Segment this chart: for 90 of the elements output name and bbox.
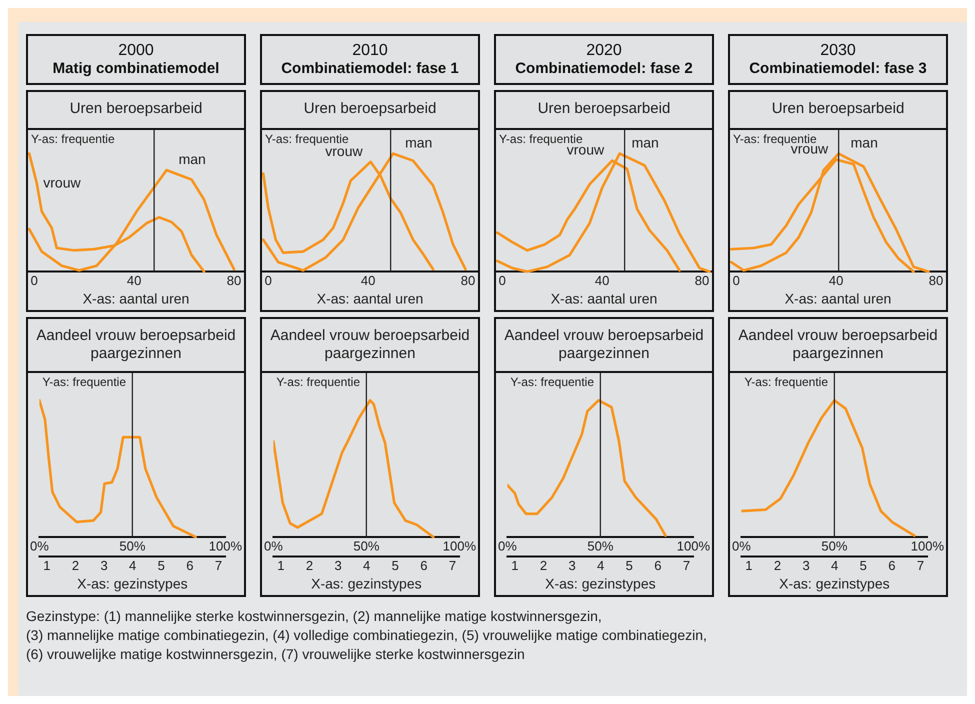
chart-title: Uren beroepsarbeid bbox=[496, 92, 712, 130]
x-tick-label: 0 bbox=[732, 272, 740, 288]
text: (3) mannelijke matige combinatiegezin, (4) volledige combinatiegezin, (5) vrouwelijke matige combinatiegezin, bbox=[26, 626, 708, 645]
x2-tick-label: 5 bbox=[392, 558, 399, 573]
x-axis-title: X-as: aantal uren bbox=[82, 290, 190, 306]
x2-tick-label: 7 bbox=[214, 558, 222, 573]
x-tick-label: 100% bbox=[208, 538, 242, 554]
text: Y-as: frequentie bbox=[733, 132, 817, 146]
x2-axis-title: X-as: gezinstypes bbox=[779, 575, 890, 592]
x-axis-title: X-as: aantal uren bbox=[316, 290, 424, 306]
chart-title: Aandeel vrouw beroepsarbeid paargezinnen bbox=[28, 319, 244, 373]
x2-tick-label: 1 bbox=[511, 558, 518, 573]
series-label: man bbox=[178, 151, 206, 168]
x-tick-label: 100% bbox=[910, 538, 944, 554]
x-tick-label: 50% bbox=[587, 538, 614, 554]
x-tick-label: 0% bbox=[30, 538, 50, 554]
x-tick-label: 0% bbox=[498, 538, 518, 554]
x2-tick-label: 3 bbox=[568, 558, 576, 573]
x-tick-label: 80 bbox=[928, 272, 944, 288]
text: Y-as: frequentie bbox=[510, 375, 594, 389]
x2-tick-label: 7 bbox=[916, 558, 924, 573]
x-tick-label: 100% bbox=[676, 538, 710, 554]
x2-tick-label: 7 bbox=[448, 558, 456, 573]
x-tick-label: 40 bbox=[360, 272, 376, 288]
x-tick-label: 0 bbox=[30, 272, 38, 288]
x-tick-label: 50% bbox=[821, 538, 848, 554]
x-tick-label: 80 bbox=[694, 272, 710, 288]
text: Matig combinatiemodel bbox=[52, 60, 220, 77]
text: Combinatiemodel: fase 2 bbox=[514, 60, 694, 77]
x2-tick-label: 1 bbox=[745, 558, 752, 573]
chart-title: Uren beroepsarbeid bbox=[730, 92, 946, 130]
x2-tick-label: 7 bbox=[682, 558, 690, 573]
text: 2020 bbox=[585, 42, 623, 60]
chart-title: Uren beroepsarbeid bbox=[262, 92, 478, 130]
x-tick-label: 0% bbox=[732, 538, 752, 554]
x-tick-label: 40 bbox=[126, 272, 142, 288]
series-label: man bbox=[632, 134, 659, 151]
x-tick-label: 80 bbox=[226, 272, 242, 288]
chart-title: Aandeel vrouw beroepsarbeid paargezinnen bbox=[730, 319, 946, 373]
x2-axis-title: X-as: gezinstypes bbox=[77, 575, 188, 592]
text: (6) vrouwelijke matige kostwinnersgezin, (7) vrouwelijke sterke kostwinnersgezin bbox=[26, 645, 526, 664]
text: Y-as: frequentie bbox=[42, 375, 126, 389]
text: Combinatiemodel: fase 1 bbox=[280, 60, 460, 77]
text: Gezinstype: (1) mannelijke sterke kostwinnersgezin, (2) mannelijke matige kostwinnersgezin, bbox=[26, 607, 603, 626]
x2-tick-label: 4 bbox=[129, 558, 136, 573]
x-tick-label: 0 bbox=[498, 272, 506, 288]
series-label: vrouw bbox=[43, 174, 82, 191]
x2-tick-label: 2 bbox=[72, 558, 80, 573]
x2-tick-label: 3 bbox=[100, 558, 108, 573]
x2-tick-label: 6 bbox=[420, 558, 428, 573]
x2-tick-label: 2 bbox=[306, 558, 314, 573]
x-tick-label: 80 bbox=[460, 272, 476, 288]
x-tick-label: 50% bbox=[119, 538, 146, 554]
x2-tick-label: 6 bbox=[186, 558, 194, 573]
x2-tick-label: 1 bbox=[43, 558, 50, 573]
text: 2030 bbox=[819, 42, 857, 60]
x-tick-label: 50% bbox=[353, 538, 380, 554]
x2-tick-label: 3 bbox=[334, 558, 342, 573]
x-tick-label: 100% bbox=[442, 538, 476, 554]
x-tick-label: 0 bbox=[264, 272, 272, 288]
x-tick-label: 40 bbox=[594, 272, 610, 288]
x2-tick-label: 5 bbox=[626, 558, 633, 573]
x2-tick-label: 6 bbox=[888, 558, 896, 573]
series-label: man bbox=[405, 134, 432, 151]
x2-tick-label: 5 bbox=[860, 558, 867, 573]
x2-tick-label: 1 bbox=[277, 558, 284, 573]
chart-title: Uren beroepsarbeid bbox=[28, 92, 244, 130]
x2-tick-label: 6 bbox=[654, 558, 662, 573]
x2-tick-label: 3 bbox=[802, 558, 810, 573]
x-tick-label: 0% bbox=[264, 538, 284, 554]
x2-tick-label: 4 bbox=[597, 558, 604, 573]
x2-tick-label: 4 bbox=[831, 558, 838, 573]
x2-tick-label: 2 bbox=[774, 558, 782, 573]
series-label: man bbox=[850, 134, 878, 151]
x-axis-title: X-as: aantal uren bbox=[550, 290, 658, 306]
x2-tick-label: 5 bbox=[158, 558, 165, 573]
text: Combinatiemodel: fase 3 bbox=[748, 60, 928, 77]
x-tick-label: 40 bbox=[828, 272, 844, 288]
text: 2000 bbox=[117, 42, 155, 60]
text: Y-as: frequentie bbox=[276, 375, 360, 389]
text: 2010 bbox=[351, 42, 389, 60]
chart-title: Aandeel vrouw beroepsarbeid paargezinnen bbox=[496, 319, 712, 373]
x2-tick-label: 2 bbox=[540, 558, 548, 573]
text: Y-as: frequentie bbox=[31, 132, 115, 146]
chart-title: Aandeel vrouw beroepsarbeid paargezinnen bbox=[262, 319, 478, 373]
x2-axis-title: X-as: gezinstypes bbox=[311, 575, 422, 592]
text: Y-as: frequentie bbox=[744, 375, 828, 389]
x2-axis-title: X-as: gezinstypes bbox=[545, 575, 656, 592]
x-axis-title: X-as: aantal uren bbox=[784, 290, 892, 306]
x2-tick-label: 4 bbox=[363, 558, 370, 573]
